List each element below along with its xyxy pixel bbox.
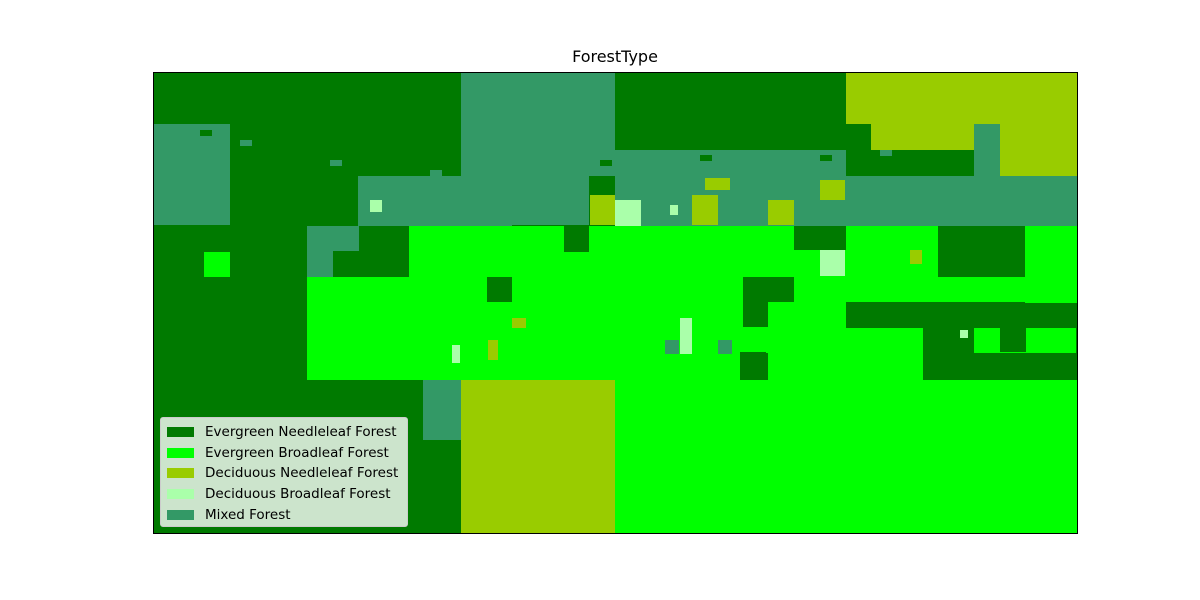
map-region (692, 195, 718, 225)
legend-entry-deciduous-broadleaf: Deciduous Broadleaf Forest (167, 484, 407, 505)
map-region (846, 277, 1077, 302)
legend-label: Evergreen Needleleaf Forest (205, 424, 397, 441)
legend-entry-mixed-forest: Mixed Forest (167, 504, 407, 525)
map-region (487, 277, 512, 302)
map-region (680, 318, 692, 354)
map-speck (760, 150, 772, 156)
map-speck (390, 165, 402, 171)
map-speck (650, 150, 662, 156)
map-region (970, 395, 1000, 415)
map-region (740, 352, 766, 380)
map-region (820, 250, 845, 276)
map-region (923, 430, 1025, 533)
legend-swatch-mixed-forest (167, 509, 194, 520)
map-region (846, 328, 923, 380)
map-region (1040, 355, 1077, 380)
map-region (512, 124, 537, 149)
legend-label: Mixed Forest (205, 506, 291, 523)
legend-entry-deciduous-needleleaf: Deciduous Needleleaf Forest (167, 463, 407, 484)
map-region (307, 226, 333, 277)
map-title: ForestType (572, 47, 658, 66)
map-region (910, 250, 922, 264)
map-region (846, 72, 1077, 124)
legend-entry-evergreen-broadleaf: Evergreen Broadleaf Forest (167, 443, 407, 464)
map-region (512, 318, 526, 328)
map-region (974, 251, 1025, 277)
map-region (488, 340, 498, 360)
legend-label: Deciduous Broadleaf Forest (205, 486, 391, 503)
map-region (768, 277, 794, 302)
map-speck (700, 155, 712, 161)
map-region (307, 277, 409, 380)
map-speck (820, 155, 832, 161)
map-region (590, 195, 615, 225)
map-speck (240, 140, 252, 146)
map-region (820, 180, 845, 200)
map-region (768, 200, 794, 225)
map-region (153, 124, 230, 225)
map-region (1000, 124, 1077, 176)
legend: Evergreen Needleleaf Forest Evergreen Br… (160, 417, 408, 527)
legend-label: Evergreen Broadleaf Forest (205, 444, 389, 461)
legend-entry-evergreen-needleleaf: Evergreen Needleleaf Forest (167, 422, 407, 443)
map-region (705, 178, 730, 190)
legend-swatch-deciduous-needleleaf (167, 468, 194, 479)
map-region (743, 277, 768, 327)
map-region (452, 345, 460, 363)
legend-swatch-deciduous-broadleaf (167, 489, 194, 500)
map-speck (300, 150, 312, 156)
map-region (718, 340, 732, 354)
map-speck (880, 150, 892, 156)
legend-swatch-evergreen-needleleaf (167, 427, 194, 438)
map-region (615, 200, 641, 226)
map-speck (430, 170, 442, 176)
map-region (1000, 328, 1026, 352)
map-region (665, 340, 679, 354)
map-region (846, 302, 923, 328)
map-region (871, 124, 974, 150)
map-region (564, 226, 589, 252)
map-region (370, 200, 382, 212)
map-speck (940, 160, 952, 166)
map-speck (330, 160, 342, 166)
map-region (960, 330, 968, 338)
map-region (435, 410, 455, 440)
map-speck (200, 130, 212, 136)
map-region (204, 252, 230, 277)
map-region (333, 226, 359, 251)
map-region (538, 150, 588, 175)
map-region (670, 205, 678, 215)
map-region (358, 176, 512, 226)
map-region (461, 380, 615, 533)
map-frame (153, 72, 1078, 534)
legend-swatch-evergreen-broadleaf (167, 447, 194, 458)
map-speck (600, 160, 612, 166)
map-region (846, 226, 938, 277)
map-region (938, 226, 1025, 251)
map-region (974, 124, 1000, 176)
legend-label: Deciduous Needleleaf Forest (205, 465, 399, 482)
